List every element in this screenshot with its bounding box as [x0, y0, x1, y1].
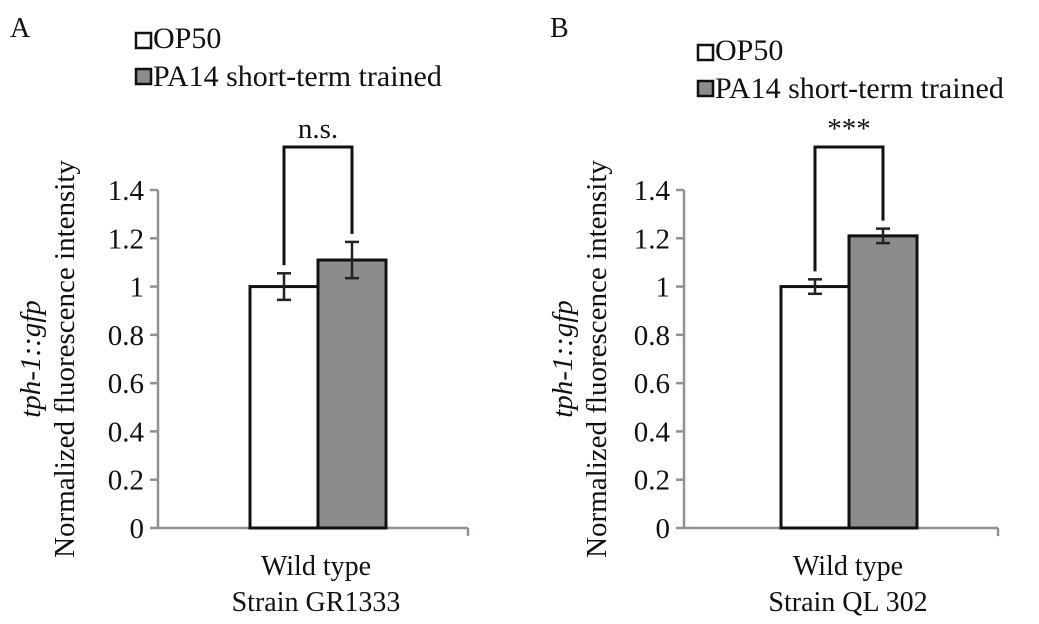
legend-label-op50: OP50 [715, 34, 783, 67]
panel-a: A OP50 PA14 short-term trained tph-1::gf… [10, 13, 470, 618]
x-category-label: Wild type [261, 551, 371, 582]
significance-label: n.s. [298, 113, 338, 145]
y-tick-label: 1 [656, 272, 671, 304]
y-axis-title-text: Normalized fluorescence intensity [581, 160, 613, 558]
y-tick-label: 1.2 [634, 223, 670, 255]
y-tick-label: 0.8 [108, 320, 144, 352]
y-tick-label: 0.6 [634, 368, 670, 400]
x-category-sublabel: Strain GR1333 [232, 587, 401, 618]
significance-bracket [813, 145, 885, 272]
significance-label: *** [827, 113, 871, 145]
y-axis-title-gene: tph-1::gfp [547, 300, 579, 418]
bar-pa14 [847, 234, 919, 530]
panel-b: B OP50 PA14 short-term trained tph-1::gf… [547, 13, 1004, 618]
bar-op50 [248, 285, 320, 530]
y-axis-title-text: Normalized fluorescence intensity [49, 160, 81, 558]
y-tick-label: 0.4 [634, 416, 671, 448]
legend-label-pa14: PA14 short-term trained [153, 60, 442, 93]
legend-label-op50: OP50 [153, 22, 221, 55]
y-tick-label: 1.4 [108, 175, 145, 207]
y-tick-label: 1.4 [634, 175, 671, 207]
y-axis-title-gene: tph-1::gfp [15, 300, 47, 418]
y-tick-label: 1.2 [108, 223, 144, 255]
legend-swatch-pa14 [696, 79, 715, 98]
y-tick-label: 0.6 [108, 368, 144, 400]
y-tick-label: 0.4 [108, 416, 145, 448]
panel-label: B [550, 13, 569, 44]
legend-swatch-op50 [696, 43, 715, 62]
y-tick-label: 0.8 [634, 320, 670, 352]
y-axis-title: tph-1::gfp Normalized fluorescence inten… [15, 160, 81, 558]
plot-area: 0 0.2 0.4 0.6 0.8 1 1.2 1.4 n.s. [108, 113, 470, 545]
legend: OP50 PA14 short-term trained [134, 22, 442, 93]
legend-label-pa14: PA14 short-term trained [715, 72, 1004, 105]
legend-swatch-op50 [134, 31, 153, 50]
legend-swatch-pa14 [134, 67, 153, 86]
y-axis-title: tph-1::gfp Normalized fluorescence inten… [547, 160, 613, 558]
bar-pa14 [316, 258, 388, 530]
y-tick-label: 0 [130, 513, 145, 545]
legend: OP50 PA14 short-term trained [696, 34, 1004, 105]
y-tick-label: 1 [130, 272, 145, 304]
y-tick-label: 0.2 [634, 465, 670, 497]
x-category-sublabel: Strain QL 302 [768, 587, 927, 618]
plot-area: 0 0.2 0.4 0.6 0.8 1 1.2 1.4 *** [634, 113, 1000, 545]
x-category-label: Wild type [793, 551, 903, 582]
panel-label: A [10, 13, 31, 44]
significance-bracket [282, 145, 354, 266]
y-tick-label: 0.2 [108, 465, 144, 497]
bar-op50 [779, 285, 851, 530]
y-tick-label: 0 [656, 513, 671, 545]
